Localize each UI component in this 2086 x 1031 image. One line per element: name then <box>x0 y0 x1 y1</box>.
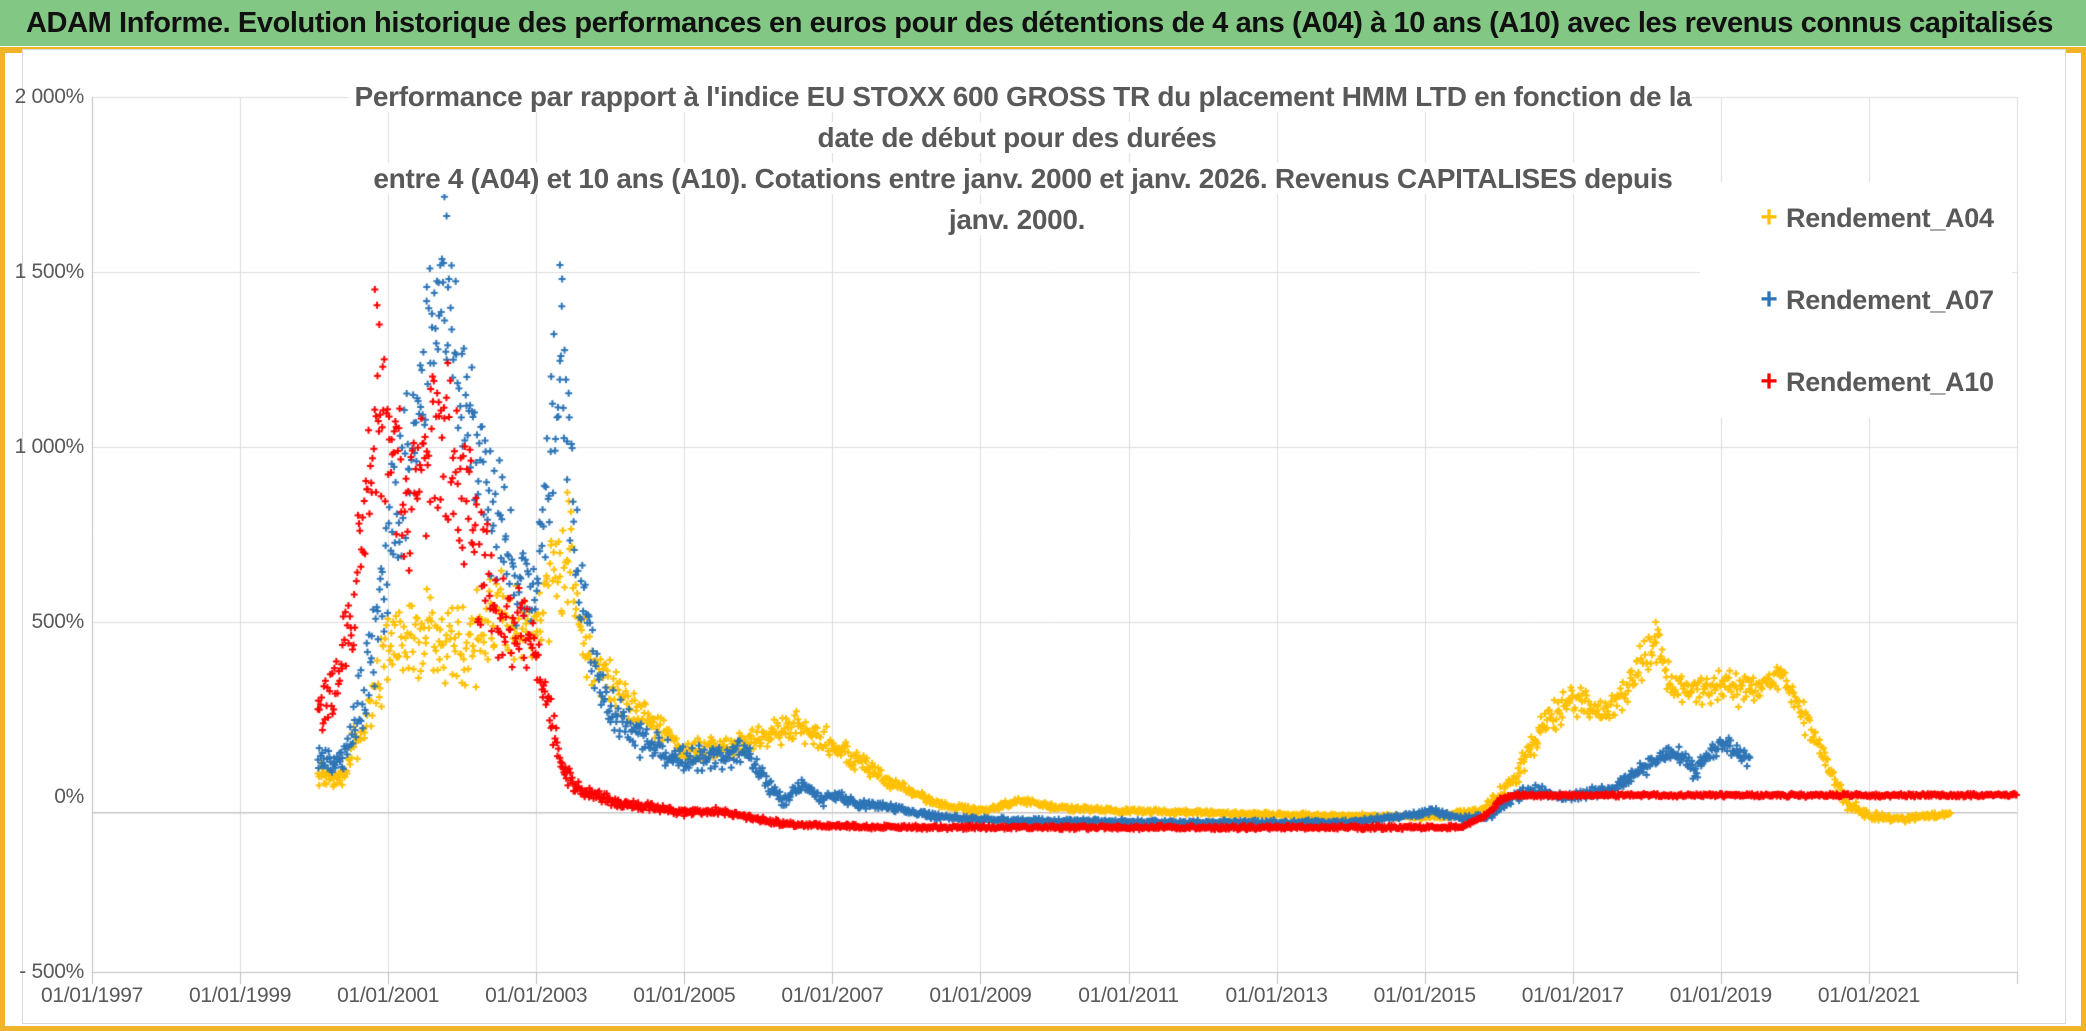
plus-marker-icon: + <box>1760 201 1778 234</box>
x-tick-label: 01/01/2001 <box>337 984 440 1007</box>
x-tick-label: 01/01/2015 <box>1373 984 1476 1007</box>
x-tick-label: 01/01/2021 <box>1817 984 1920 1007</box>
legend-background <box>1700 182 2012 418</box>
legend-item-a04[interactable]: + Rendement_A04 <box>1752 198 1994 238</box>
legend-item-a10[interactable]: + Rendement_A10 <box>1752 362 1994 402</box>
chart-title: Performance par rapport à l'indice EU ST… <box>340 76 1700 240</box>
x-tick-label: 01/01/2009 <box>929 984 1032 1007</box>
y-tick-label: 2 000% <box>14 85 85 108</box>
plus-marker-icon: + <box>1760 365 1778 398</box>
x-tick-label: 01/01/2019 <box>1669 984 1772 1007</box>
x-tick-label: 01/01/2007 <box>781 984 884 1007</box>
legend-label: Rendement_A04 <box>1786 202 1994 233</box>
x-tick-label: 01/01/2011 <box>1078 984 1179 1007</box>
plus-marker-icon: + <box>1760 283 1778 316</box>
legend-label: Rendement_A07 <box>1786 284 1994 315</box>
y-tick-label: 1 000% <box>14 435 85 458</box>
y-tick-label: 500% <box>31 610 84 633</box>
y-tick-label: 1 500% <box>14 260 85 283</box>
x-tick-label: 01/01/1997 <box>40 984 144 1007</box>
legend-label: Rendement_A10 <box>1786 366 1994 397</box>
chart-title-line2: entre 4 (A04) et 10 ans (A10). Cotations… <box>367 163 1673 235</box>
y-tick-label: 0% <box>54 785 84 808</box>
x-tick-label: 01/01/2013 <box>1225 984 1328 1007</box>
chart-title-line1: Performance par rapport à l'indice EU ST… <box>348 81 1692 153</box>
legend-item-a07[interactable]: + Rendement_A07 <box>1752 280 1994 320</box>
x-tick-label: 01/01/2017 <box>1521 984 1624 1007</box>
x-tick-label: 01/01/1999 <box>189 984 292 1007</box>
x-tick-label: 01/01/2003 <box>485 984 588 1007</box>
x-tick-label: 01/01/2005 <box>633 984 736 1007</box>
y-tick-label: - 500% <box>19 960 84 983</box>
